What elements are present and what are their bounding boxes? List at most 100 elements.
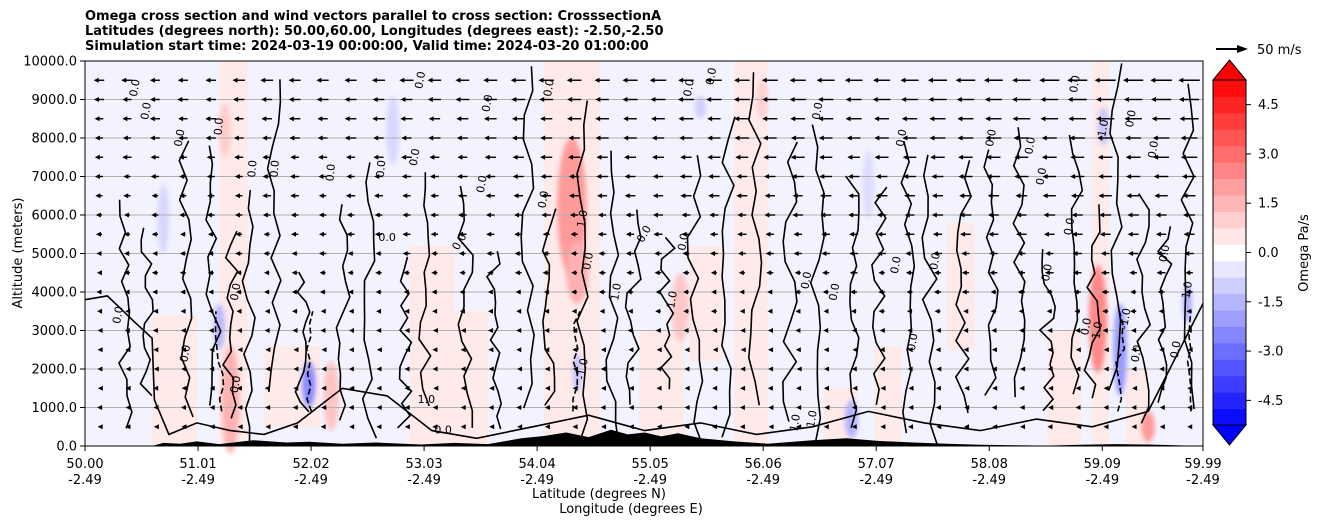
wind-vector-head: [1044, 270, 1050, 276]
contour-line: [900, 141, 916, 434]
wind-vector-head: [931, 193, 937, 199]
omega-positive-core: [671, 272, 690, 343]
wind-vector-head: [289, 174, 295, 179]
wind-vector-head: [487, 289, 493, 295]
wind-vector-head: [768, 405, 774, 410]
wind-vector-head: [847, 174, 853, 179]
wind-vector-head: [542, 251, 548, 256]
wind-vector-head: [1020, 347, 1026, 353]
wind-vector-head: [292, 308, 298, 314]
wind-vector-head: [819, 174, 825, 179]
wind-vector-head: [208, 289, 214, 295]
wind-vector-head: [430, 193, 436, 199]
wind-vector-head: [1067, 97, 1073, 102]
wind-vector-head: [958, 174, 964, 179]
wind-vector-head: [374, 212, 380, 218]
wind-vector-head: [460, 347, 466, 353]
wind-vector-head: [1100, 270, 1106, 276]
contour-line: [118, 199, 133, 429]
wind-vector-head: [96, 251, 102, 256]
wind-vector-head: [792, 193, 798, 199]
wind-vector-head: [150, 154, 156, 160]
x-tick-label-lat: 50.00: [66, 457, 103, 472]
wind-vector-head: [821, 231, 827, 237]
wind-vector-head: [484, 135, 490, 141]
wind-vector-head: [321, 405, 327, 410]
contour-label: 0.0: [268, 159, 282, 178]
wind-vector-head: [1182, 193, 1188, 199]
wind-vector-head: [292, 424, 298, 430]
wind-vector-head: [764, 212, 770, 218]
wind-vector-head: [376, 366, 382, 372]
wind-vector-head: [712, 347, 718, 353]
wind-vector-head: [1015, 193, 1021, 199]
wind-vector-head: [376, 308, 382, 314]
wind-vector-head: [208, 308, 214, 314]
contour-label: 0.0: [412, 70, 428, 89]
x-tick-label-lat: 59.09: [1084, 457, 1121, 472]
wind-vector-head: [1048, 385, 1054, 391]
wind-vector-head: [487, 308, 493, 314]
wind-vector-head: [321, 366, 327, 372]
contour-line: [1038, 249, 1057, 412]
wind-vector-head: [1047, 424, 1053, 430]
wind-vector-head: [789, 77, 795, 83]
contour-label: 0.0: [681, 78, 697, 97]
wind-vector-head: [376, 328, 382, 333]
wind-vector-head: [1016, 212, 1022, 218]
contour-label: 0.0: [407, 147, 423, 166]
wind-vector-head: [767, 385, 773, 391]
x-tick-label-lat: 56.06: [745, 457, 782, 472]
wind-vector-head: [852, 347, 858, 353]
wind-vector-head: [1183, 231, 1189, 237]
wind-vector-head: [877, 231, 883, 237]
wind-vector-head: [768, 347, 774, 353]
wind-vector-head: [930, 154, 936, 160]
wind-vector-head: [1103, 424, 1109, 430]
wind-vector-head: [152, 251, 158, 256]
contour-line: [241, 190, 256, 446]
wind-vector-head: [678, 116, 684, 122]
wind-vector-head: [708, 193, 714, 199]
wind-vector-head: [94, 116, 100, 122]
contour-label: 1.0: [608, 282, 624, 301]
wind-vector-head: [404, 385, 410, 391]
wind-vector-head: [321, 385, 327, 391]
wind-vector-head: [1042, 193, 1048, 199]
wind-vector-head: [178, 154, 184, 160]
wind-vector-head: [545, 385, 551, 391]
omega-positive-core: [566, 241, 589, 304]
wind-vector-head: [514, 212, 520, 218]
wind-vector-head: [402, 212, 408, 218]
wind-vector-head: [678, 77, 684, 83]
contour-line-negative: [572, 310, 581, 412]
wind-vector-head: [149, 135, 155, 141]
wind-vector-head: [125, 347, 131, 353]
wind-vector-head: [401, 174, 407, 179]
wind-vector-head: [516, 405, 522, 410]
wind-vector-head: [740, 328, 746, 333]
contour-line-negative: [305, 311, 314, 412]
x-tick-label-lat: 54.04: [519, 457, 556, 472]
wind-vector-head: [1103, 366, 1109, 372]
wind-vector-head: [1020, 366, 1026, 372]
x-tick-label-lon: -2.49: [859, 473, 893, 488]
contour-line: [1068, 134, 1084, 395]
contour-line: [921, 154, 938, 445]
wind-vector-head: [1072, 270, 1078, 276]
wind-vector-head: [627, 328, 633, 333]
wind-vector-head: [402, 193, 408, 199]
wind-vector-head: [1157, 289, 1163, 295]
wind-vector-head: [900, 77, 906, 83]
wind-vector-head: [181, 366, 187, 372]
wind-vector-head: [1067, 77, 1073, 83]
x-tick-label-lon: -2.49: [1186, 473, 1220, 488]
wind-vector-head: [432, 328, 438, 333]
wind-vector-head: [957, 116, 963, 122]
omega-positive-core: [557, 138, 587, 277]
wind-vector-head: [293, 347, 299, 353]
x-axis-label-lat: Latitude (degrees N): [532, 487, 666, 502]
wind-vector-head: [348, 405, 354, 410]
wind-vector-head: [738, 270, 744, 276]
wind-vector-head: [651, 135, 657, 141]
